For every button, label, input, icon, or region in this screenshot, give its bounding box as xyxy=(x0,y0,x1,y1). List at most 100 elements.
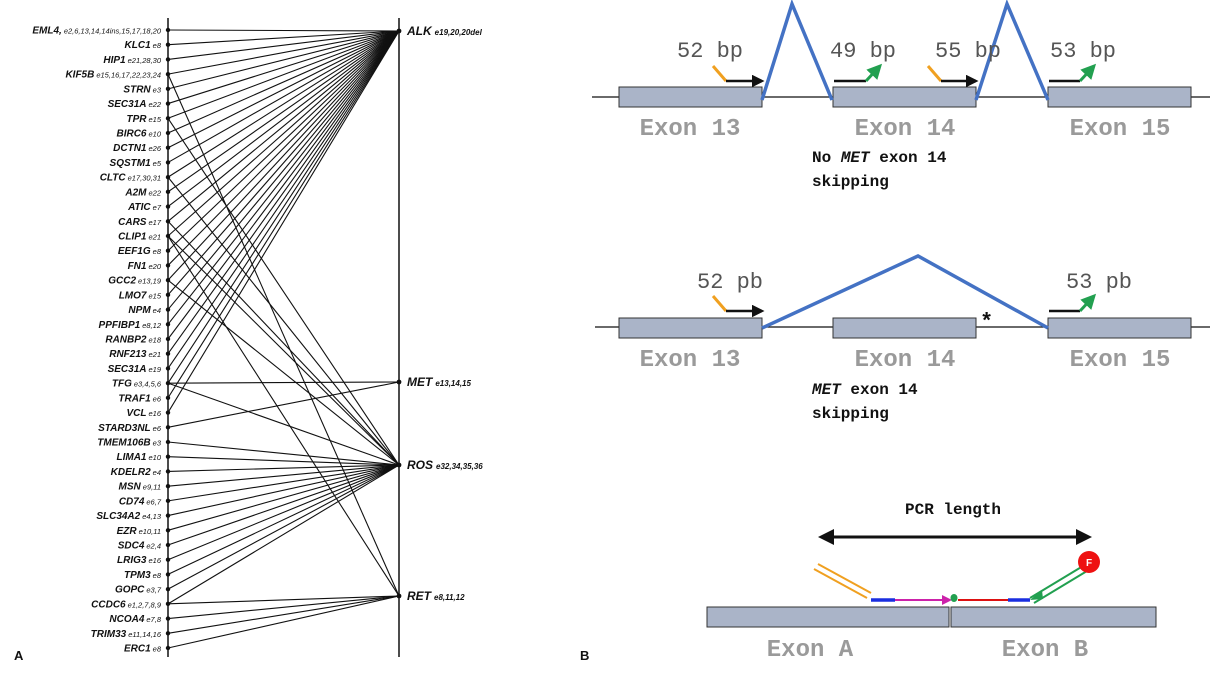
fusion-link-met xyxy=(167,381,400,384)
exon-14-label: Exon 14 xyxy=(855,347,956,374)
exon-13-box xyxy=(618,317,763,339)
fusion-link-ros xyxy=(167,464,400,487)
forward-primer-13 xyxy=(711,65,765,88)
gene-label: LRIG3 e16 xyxy=(117,555,162,566)
exon-a-label: Exon A xyxy=(767,637,854,664)
primer-tail xyxy=(926,65,943,82)
exon-14-box xyxy=(832,86,977,108)
partner-ret: RET e8,11,12 xyxy=(396,589,465,603)
amplicon-label-1: 52 bp xyxy=(677,39,743,64)
gene-node xyxy=(165,42,171,47)
gene-label: TFG e3,4,5,6 xyxy=(112,379,162,390)
fusion-link-alk xyxy=(167,30,400,384)
gene-node xyxy=(165,57,171,62)
fusion-link-ros xyxy=(167,441,400,466)
exon-15-label: Exon 15 xyxy=(1070,347,1171,374)
gene-label: GCC2 e13,19 xyxy=(108,276,162,287)
fusion-partner-diagram: EML4, e2,6,13,14,14ins,15,17,18,20 KLC1 e8 H… xyxy=(14,18,483,663)
probe-exon-15 xyxy=(1049,63,1097,83)
fusion-link-alk xyxy=(167,30,400,340)
gene-label: KDELR2 e4 xyxy=(111,467,161,478)
gene-node xyxy=(165,263,171,268)
fusion-link-ros xyxy=(167,464,400,502)
gene-label: ERC1 e8 xyxy=(124,644,162,655)
gene-node xyxy=(165,130,171,136)
exon-14-box xyxy=(832,317,977,339)
gene-label: KIF5B e15,16,17,22,23,24 xyxy=(65,70,161,81)
gene-label: GOPC e3,7 xyxy=(115,585,162,596)
fusion-link-ros xyxy=(167,464,400,575)
primer-tail xyxy=(711,295,728,312)
forward-primer-strand-1 xyxy=(813,568,868,599)
gene-label: DCTN1 e26 xyxy=(113,143,162,154)
gene-label: CLTC e17,30,31 xyxy=(100,173,161,184)
probe-exon-14 xyxy=(834,63,883,83)
fusion-link-alk xyxy=(167,30,400,75)
gene-node xyxy=(165,380,171,386)
gene-label: PPFIBP1 e8,12 xyxy=(99,320,162,331)
partner-ros-node xyxy=(396,462,402,468)
gene-node xyxy=(165,483,171,489)
gene-label: CLIP1 e21 xyxy=(118,232,161,243)
splice-junction-14-15 xyxy=(974,0,1050,101)
fusion-link-alk xyxy=(167,30,400,355)
gene-node xyxy=(165,469,171,474)
fusion-link-ros xyxy=(167,279,400,466)
gene-node xyxy=(165,86,171,92)
splice-junction-13-14 xyxy=(760,0,834,101)
gene-label: EEF1G e8 xyxy=(118,246,162,257)
fusion-link-ros xyxy=(167,117,400,466)
gene-node xyxy=(165,498,171,504)
fusion-link-ros xyxy=(167,464,400,605)
gene-node xyxy=(165,145,171,150)
forward-primer-14 xyxy=(926,65,979,88)
fusion-link-alk xyxy=(167,30,400,134)
gene-label: SQSTM1 e5 xyxy=(110,158,162,169)
gene-node xyxy=(165,336,171,342)
gene-node xyxy=(165,572,171,577)
gene-label: NCOA4 e7,8 xyxy=(109,614,161,625)
fusion-link-ros xyxy=(167,456,400,466)
fusion-link-alk xyxy=(167,30,400,237)
gene-label: SEC31A e19 xyxy=(108,364,162,375)
probe-arrow xyxy=(864,63,883,83)
gene-node xyxy=(165,160,171,165)
probe-arrow xyxy=(1078,293,1097,313)
gene-node xyxy=(165,366,171,371)
partner-alk-node xyxy=(396,28,402,34)
fusion-link-ros xyxy=(167,464,400,561)
gene-node xyxy=(165,27,171,33)
gene-label: A2M e22 xyxy=(124,187,161,198)
gene-node xyxy=(165,586,171,592)
fluorophore-label: F xyxy=(1086,558,1092,569)
fusion-link-alk xyxy=(167,30,400,149)
exon-13-label: Exon 13 xyxy=(640,347,741,374)
fusion-link-alk xyxy=(167,30,400,105)
reverse-primer-strand-1 xyxy=(1029,565,1084,599)
gene-label: CD74 e6,7 xyxy=(119,496,162,507)
pcr-length-left-head xyxy=(818,529,834,545)
gene-label: MSN e9,11 xyxy=(119,482,161,493)
exon14-skipping-diagram: 52 pb 53 pb * Exon 13 Exon 14 Exon 15 ME… xyxy=(595,254,1210,423)
partner-alk: ALK e19,20,20del xyxy=(396,24,483,38)
gene-node xyxy=(165,248,171,253)
gene-node xyxy=(165,601,171,607)
gene-node xyxy=(165,189,171,195)
exon-a-box xyxy=(706,606,950,628)
partner-met-node xyxy=(396,379,402,385)
gene-label: NPM e4 xyxy=(128,305,161,316)
gene-label: TPM3 e8 xyxy=(124,570,162,581)
fusion-link-alk xyxy=(167,30,400,46)
gene-node xyxy=(165,616,171,621)
fusion-link-ret xyxy=(167,595,400,649)
gene-node xyxy=(165,513,171,518)
fusion-link-alk xyxy=(167,30,400,413)
gene-label: SEC31A e22 xyxy=(108,99,162,110)
no-skipping-caption-line1: No MET exon 14 xyxy=(812,149,947,167)
gene-node xyxy=(165,557,171,562)
exon-b-box xyxy=(950,606,1157,628)
mutation-asterisk: * xyxy=(980,310,993,335)
gene-node xyxy=(165,351,171,356)
fusion-link-alk xyxy=(167,30,400,281)
fusion-link-alk xyxy=(167,30,400,90)
